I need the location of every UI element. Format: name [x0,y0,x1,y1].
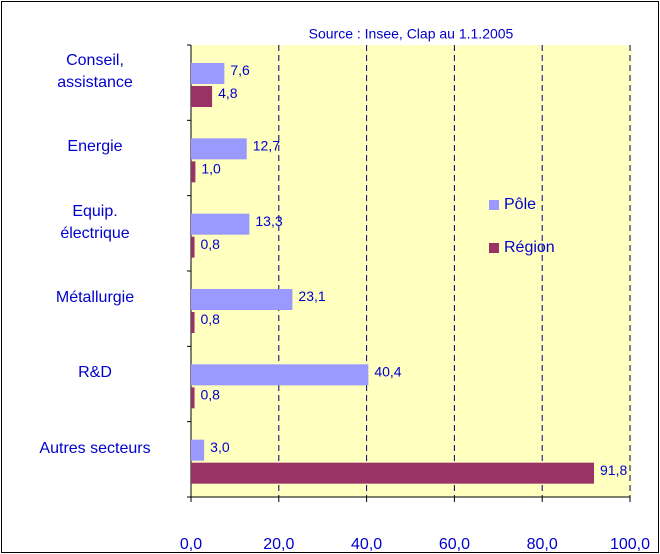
value-label: 23,1 [298,288,325,304]
plot-area [191,45,632,497]
legend-swatch [489,200,499,210]
value-label: 0,8 [201,311,221,327]
value-label: 0,8 [201,236,221,252]
value-label: 4,8 [218,85,238,101]
bar [191,439,205,461]
bar [191,213,250,235]
bar [191,138,247,160]
y-tick-label: R&D [78,364,112,382]
y-tick-label: Métallurgie [55,289,135,307]
bar [191,236,195,258]
value-label: 3,0 [210,439,230,455]
bar [191,161,196,183]
y-tick-label: Equip. électrique [60,202,130,242]
value-label: 13,3 [255,213,282,229]
y-tick-label: Autres secteurs [39,439,151,457]
legend-swatch [489,243,499,253]
x-tick-label: 40,0 [351,536,382,553]
bar [191,63,225,84]
value-label: 7,6 [230,62,250,78]
x-tick-label: 100,0 [610,536,650,553]
x-tick-label: 80,0 [527,536,558,553]
legend-label: Pôle [504,196,536,213]
bar [191,364,369,386]
chart-title: Source : Insee, Clap au 1.1.2005 [309,26,514,42]
bar [191,462,595,484]
y-tick-label: Conseil, assistance [57,52,133,92]
legend-label: Région [504,239,555,256]
y-tick-label: Energie [67,138,123,156]
bar [191,289,293,310]
x-tick-label: 60,0 [439,536,470,553]
value-label: 12,7 [253,138,280,154]
value-label: 40,4 [374,364,401,380]
value-label: 1,0 [201,161,221,177]
value-label: 91,8 [600,462,627,478]
x-tick-label: 0,0 [180,536,202,553]
x-tick-label: 20,0 [263,536,294,553]
value-label: 0,8 [201,387,221,403]
bar [191,312,195,333]
bar [191,387,195,409]
bar [191,86,213,107]
